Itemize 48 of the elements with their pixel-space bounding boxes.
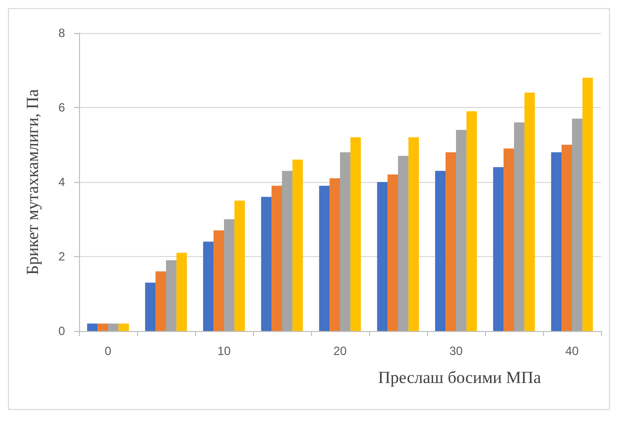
bar [504, 148, 514, 331]
bar [524, 92, 535, 331]
bar [340, 152, 350, 331]
bar [435, 170, 446, 331]
bar [282, 170, 292, 331]
bar [214, 230, 224, 331]
bar [156, 271, 166, 331]
bar [224, 219, 234, 331]
bar [166, 260, 176, 331]
bar [466, 111, 477, 331]
y-axis-title: Брикет мутахкамлиги, Па [23, 88, 42, 275]
bar [582, 78, 593, 331]
bar [234, 200, 245, 331]
bar [292, 160, 303, 331]
x-tick-label: 30 [449, 344, 463, 358]
bar [118, 324, 129, 331]
bar [456, 130, 466, 331]
bar [203, 242, 214, 331]
bar [377, 182, 388, 331]
bar [388, 174, 398, 331]
bar [551, 152, 562, 331]
bar [398, 156, 408, 331]
bar [87, 324, 98, 331]
bar [572, 118, 582, 331]
bar [108, 324, 118, 331]
y-tick-label: 0 [58, 324, 66, 338]
bar [330, 178, 340, 331]
bar [272, 186, 282, 331]
bar [98, 324, 108, 331]
x-tick-label: 20 [333, 344, 347, 358]
x-axis-title: Преслаш босими МПа [378, 368, 542, 387]
x-tick-label: 0 [104, 344, 112, 358]
y-tick-label: 2 [58, 250, 66, 264]
bar [319, 186, 330, 331]
bar [145, 282, 156, 331]
bar [562, 144, 572, 331]
x-tick-label: 10 [217, 344, 231, 358]
bar [493, 167, 504, 331]
bar [261, 196, 272, 331]
y-tick-label: 6 [58, 100, 66, 114]
y-tick-label: 8 [58, 26, 66, 40]
bar [446, 152, 456, 331]
x-tick-label: 40 [565, 344, 579, 358]
bar [514, 122, 524, 331]
bar [176, 252, 187, 331]
bar [408, 137, 419, 331]
y-tick-label: 4 [58, 175, 66, 189]
bar [350, 137, 361, 331]
